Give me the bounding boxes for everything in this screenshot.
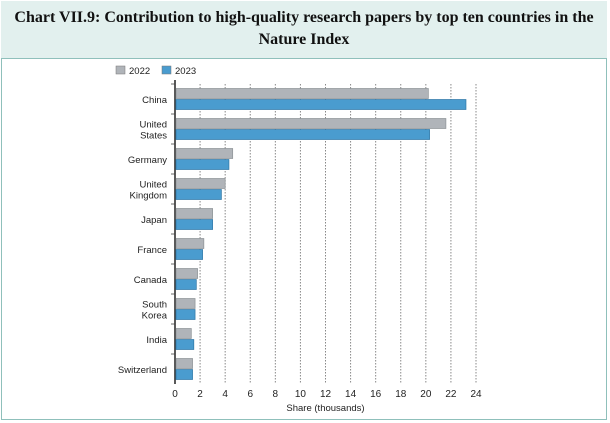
chart-title-line-1: Chart VII.9: Contribution to high-qualit… <box>14 9 594 26</box>
legend-label-2022: 2022 <box>129 66 150 77</box>
x-tick-label: 18 <box>395 389 407 400</box>
bar-japan-2022 <box>175 208 213 219</box>
x-tick-label: 10 <box>295 389 307 400</box>
category-label: United <box>140 180 167 191</box>
category-label: Kingdom <box>130 191 168 202</box>
bar-south-korea-2023 <box>175 309 196 320</box>
category-label: India <box>146 335 167 346</box>
chart-title-line-2: Nature Index <box>258 31 350 48</box>
legend-swatch-2023 <box>161 65 172 75</box>
legend-label-2023: 2023 <box>175 66 196 77</box>
bar-united-kingdom-2023 <box>175 189 222 200</box>
category-label: China <box>142 95 168 106</box>
x-tick-label: 20 <box>420 389 432 400</box>
x-axis-label: Share (thousands) <box>286 403 364 414</box>
bar-switzerland-2023 <box>175 369 193 380</box>
category-label: United <box>140 120 167 131</box>
bar-india-2023 <box>175 339 195 350</box>
bar-germany-2023 <box>175 159 230 170</box>
x-tick-label: 6 <box>247 389 253 400</box>
x-tick-label: 0 <box>172 389 178 400</box>
category-label: Germany <box>128 155 167 166</box>
bar-japan-2023 <box>175 219 213 230</box>
category-label: States <box>140 131 167 142</box>
legend-swatch-2022 <box>115 65 126 75</box>
category-label: France <box>137 245 167 256</box>
bar-germany-2022 <box>175 148 234 159</box>
category-label: Switzerland <box>118 365 167 376</box>
bar-south-korea-2022 <box>175 298 196 309</box>
bar-india-2022 <box>175 328 192 339</box>
bar-france-2023 <box>175 249 203 260</box>
category-label: Canada <box>134 275 168 286</box>
category-label: South <box>142 300 167 311</box>
x-tick-label: 14 <box>345 389 357 400</box>
bar-canada-2022 <box>175 268 198 279</box>
x-tick-label: 16 <box>370 389 382 400</box>
bar-switzerland-2022 <box>175 358 193 369</box>
category-label: Korea <box>142 311 168 322</box>
category-label: Japan <box>141 215 167 226</box>
x-tick-label: 12 <box>320 389 332 400</box>
bar-united-states-2023 <box>175 129 430 140</box>
bar-united-kingdom-2022 <box>175 178 226 189</box>
bar-united-states-2022 <box>175 118 447 129</box>
x-tick-label: 8 <box>273 389 279 400</box>
x-tick-label: 24 <box>470 389 482 400</box>
bar-france-2022 <box>175 238 205 249</box>
x-tick-label: 2 <box>197 389 203 400</box>
bar-china-2022 <box>175 88 429 99</box>
bar-canada-2023 <box>175 279 197 290</box>
chart-title: Chart VII.9: Contribution to high-qualit… <box>1 1 607 59</box>
x-tick-label: 4 <box>222 389 228 400</box>
x-tick-label: 22 <box>445 389 457 400</box>
bar-china-2023 <box>175 99 467 110</box>
